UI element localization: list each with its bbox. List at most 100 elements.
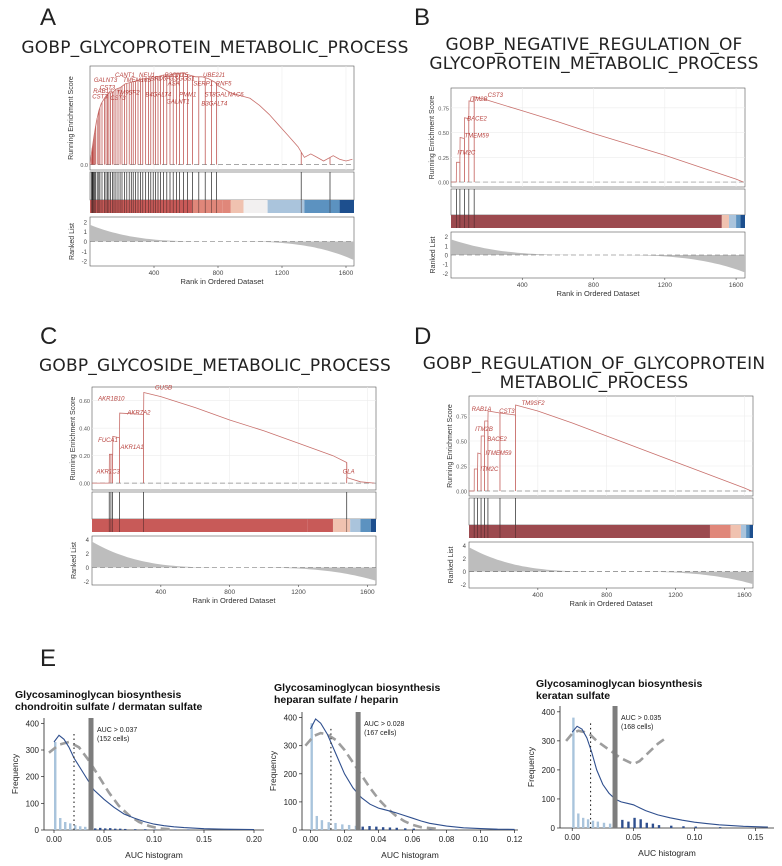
- gene-label: FUCA1: [98, 438, 118, 444]
- xtick-label: 800: [601, 592, 612, 599]
- gsea-chart-d: 0.00 0.25 0.50 0.75 RAB1A CST3 TM9SF2 ITM2B BACE…: [447, 395, 754, 608]
- xtick-label: 1600: [729, 282, 744, 289]
- gene-label: UBE2J1: [203, 73, 225, 79]
- histogram-bar-low: [341, 824, 344, 830]
- ranked-ytick-label: 4: [86, 538, 90, 544]
- heat-segment: [222, 200, 231, 213]
- auc-title-3: Glycosaminoglycan biosynthesis keratan s…: [536, 678, 703, 702]
- xtick-label: 800: [213, 270, 224, 277]
- panel-letter-a: A: [40, 4, 57, 31]
- heat-segment: [721, 215, 729, 228]
- gene-label: ASA: [167, 82, 180, 88]
- gene-label: CST3: [488, 93, 504, 99]
- xtick-label: 0.00: [564, 833, 580, 842]
- ytick-label: 400: [26, 719, 40, 728]
- gene-label: CST3: [92, 94, 108, 100]
- es-ytick-label: 0.50: [438, 131, 449, 137]
- gene-label: AKR1C3: [95, 470, 120, 476]
- es-ytick-label: 0.0: [80, 163, 88, 169]
- heat-segment: [736, 215, 741, 228]
- y-axis-label: Frequency: [526, 746, 536, 787]
- histogram-bar-high: [404, 828, 407, 830]
- histogram-bar-high: [144, 829, 147, 830]
- xtick-label: 1200: [668, 592, 683, 599]
- auc-threshold-bar: [355, 712, 361, 830]
- histogram-bar-low: [577, 813, 580, 828]
- auc-histogram-2: 0 100 200 300 400 0.00 0.02 0.04 0.06 0.08 0.10 0.1…: [268, 712, 523, 860]
- histogram-bar-low: [64, 822, 67, 830]
- gene-label: ITM2B: [475, 427, 493, 433]
- gene-label: GALNT3: [94, 78, 118, 84]
- heat-segment: [267, 200, 305, 213]
- histogram-bar-high: [627, 821, 630, 828]
- gene-label: ITM2C: [480, 467, 499, 473]
- es-ylabel: Running Enrichment Score: [447, 404, 454, 488]
- histogram-bar-high: [455, 829, 458, 830]
- es-ylabel: Running Enrichment Score: [68, 76, 75, 160]
- ytick-label: 100: [542, 795, 556, 804]
- heat-segment: [370, 519, 376, 532]
- x-axis-label: AUC histogram: [125, 850, 183, 860]
- ytick-label: 200: [26, 773, 40, 782]
- xtick-label: 400: [155, 589, 166, 596]
- gene-label: B3GALT4: [201, 101, 228, 107]
- ranked-ytick-label: 2: [463, 557, 467, 563]
- gene-label: SERP1: [193, 82, 213, 88]
- es-curve: [92, 391, 375, 484]
- xtick-label: 0.15: [748, 833, 764, 842]
- xtick-label: 1200: [291, 589, 306, 596]
- es-plot-frame: [450, 87, 746, 188]
- gene-label: GUSB: [155, 386, 172, 392]
- heat-segment: [350, 519, 361, 532]
- xtick-label: 1200: [275, 270, 290, 277]
- histogram-bar-high: [104, 828, 107, 830]
- histogram-bar-high: [99, 827, 102, 830]
- xtick-label: 1200: [658, 282, 673, 289]
- histogram-bar-high: [187, 829, 190, 830]
- threshold-annotation: (168 cells): [621, 724, 653, 731]
- histogram-bar-high: [694, 826, 697, 828]
- gene-label: ITM2C: [457, 150, 476, 156]
- histogram-bar-high: [134, 829, 137, 830]
- chart-title-b: GOBP_NEGATIVE_REGULATION_OF GLYCOPROTEIN…: [429, 35, 759, 74]
- xtick-label: 0.00: [303, 835, 319, 844]
- heat-segment: [339, 200, 354, 213]
- x-axis-label: Rank in Ordered Dataset: [193, 596, 277, 605]
- ranked-ytick-label: -1: [443, 263, 449, 269]
- histogram-bar-high: [639, 819, 642, 828]
- es-ytick-label: 0.00: [438, 181, 449, 187]
- xtick-label: 0.06: [405, 835, 421, 844]
- heat-segment: [746, 525, 750, 538]
- xtick-label: 0.02: [337, 835, 353, 844]
- x-axis-label: Rank in Ordered Dataset: [557, 289, 641, 298]
- heat-segment: [728, 215, 737, 228]
- ranked-ytick-label: 4: [463, 544, 467, 550]
- histogram-bar-high: [361, 826, 364, 830]
- ytick-label: 200: [284, 770, 298, 779]
- histogram-bar-high: [375, 826, 378, 830]
- heat-segment: [360, 519, 371, 532]
- histogram-bar-high: [94, 828, 97, 830]
- es-ytick-label: 0.75: [438, 106, 449, 112]
- histogram-bar-high: [174, 829, 177, 830]
- x-axis-label: Rank in Ordered Dataset: [570, 599, 654, 608]
- ytick-label: 300: [284, 742, 298, 751]
- ranked-ytick-label: 0: [84, 240, 88, 246]
- heat-segment: [740, 215, 745, 228]
- histogram-bar-low: [84, 826, 87, 830]
- histogram-bar-low: [310, 723, 313, 830]
- panel-letter-e: E: [40, 645, 57, 672]
- es-ytick-label: 0.20: [79, 454, 90, 460]
- histogram-bar-high: [395, 827, 398, 830]
- heat-segment: [192, 200, 223, 213]
- threshold-annotation: (167 cells): [364, 730, 396, 737]
- gene-label: TM9SF2: [522, 401, 546, 407]
- histogram-bar-low: [572, 717, 575, 828]
- histogram-bar-high: [429, 829, 432, 830]
- histogram-bar-high: [381, 827, 385, 830]
- heat-segment: [469, 525, 710, 538]
- ranked-metric-area: [451, 239, 745, 273]
- heat-segment: [749, 525, 753, 538]
- gene-label: CANT1: [115, 73, 135, 79]
